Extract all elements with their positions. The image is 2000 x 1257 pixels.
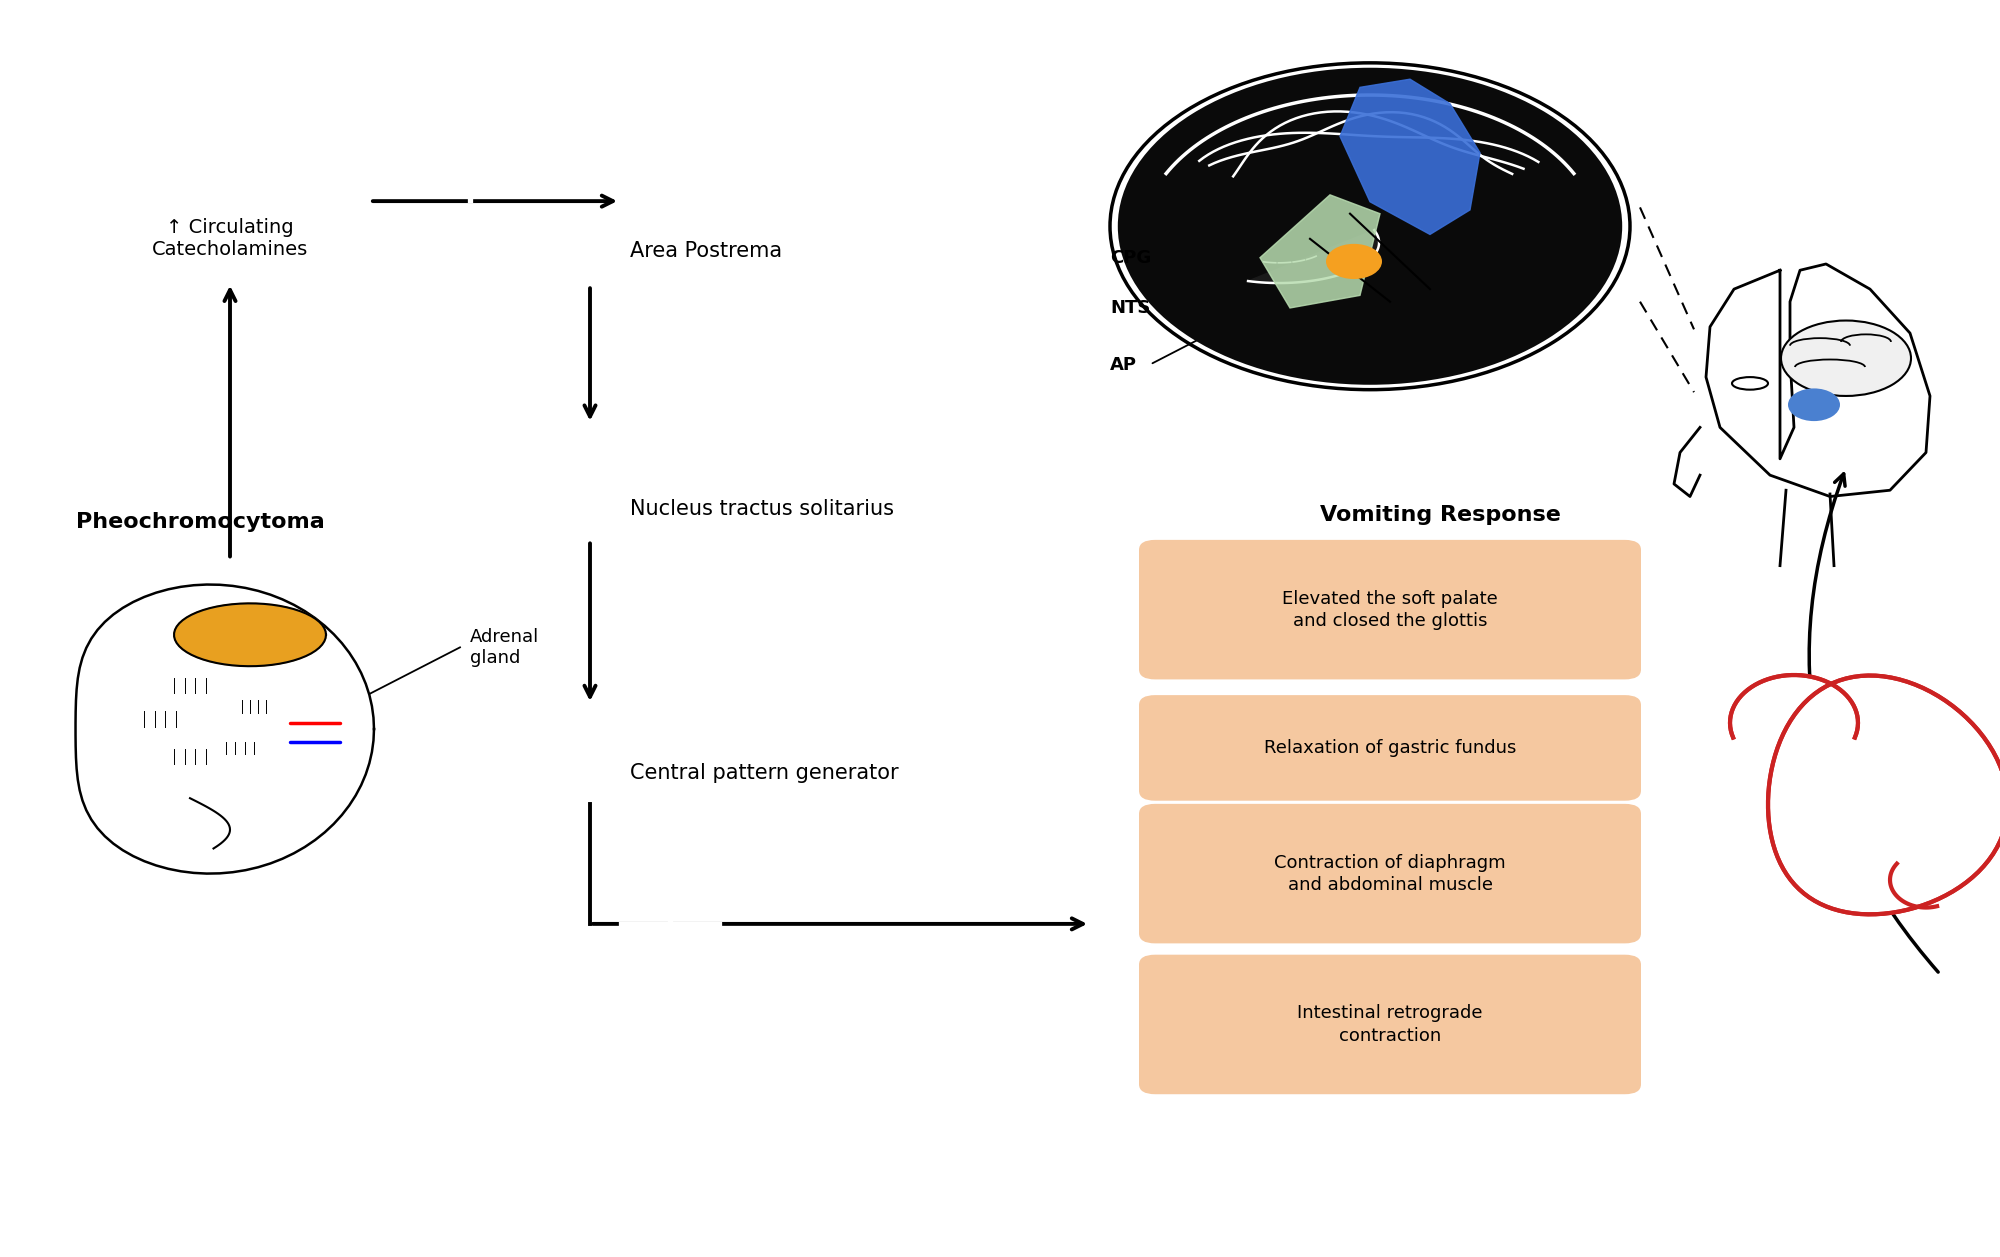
Circle shape — [1326, 244, 1382, 279]
Polygon shape — [1730, 675, 1858, 738]
Circle shape — [386, 117, 554, 222]
Ellipse shape — [1732, 377, 1768, 390]
Ellipse shape — [168, 674, 212, 696]
Circle shape — [226, 620, 274, 650]
Text: Elevated the soft palate
and closed the glottis: Elevated the soft palate and closed the … — [1282, 590, 1498, 630]
Ellipse shape — [1782, 321, 1912, 396]
Polygon shape — [1248, 230, 1380, 283]
Text: AP: AP — [1110, 356, 1136, 373]
Text: Nucleus tractus solitarius: Nucleus tractus solitarius — [630, 499, 894, 519]
FancyBboxPatch shape — [1138, 955, 1640, 1094]
Text: Vomiting Response: Vomiting Response — [1320, 505, 1560, 525]
Polygon shape — [76, 585, 374, 874]
Ellipse shape — [220, 738, 260, 758]
Text: Pheochromocytoma: Pheochromocytoma — [76, 512, 324, 532]
Text: Relaxation of gastric fundus: Relaxation of gastric fundus — [1264, 739, 1516, 757]
Text: Central pattern generator: Central pattern generator — [630, 763, 898, 783]
Text: Adrenal
gland: Adrenal gland — [470, 628, 540, 666]
Circle shape — [1110, 63, 1630, 390]
Polygon shape — [174, 603, 326, 666]
Text: Area Postrema: Area Postrema — [630, 241, 782, 261]
Text: ↑ Circulating
Catecholamines: ↑ Circulating Catecholamines — [152, 219, 308, 259]
Ellipse shape — [1790, 732, 1970, 897]
Ellipse shape — [236, 696, 272, 716]
Text: Contraction of diaphragm
and abdominal muscle: Contraction of diaphragm and abdominal m… — [1274, 854, 1506, 894]
Polygon shape — [1768, 675, 2000, 914]
Text: CPG: CPG — [1110, 249, 1152, 266]
FancyBboxPatch shape — [1138, 804, 1640, 943]
Text: NTS: NTS — [1110, 299, 1150, 317]
FancyBboxPatch shape — [1138, 541, 1640, 680]
Polygon shape — [1768, 675, 2000, 914]
Ellipse shape — [1742, 685, 1846, 760]
Circle shape — [386, 588, 554, 694]
FancyBboxPatch shape — [1138, 695, 1640, 801]
Circle shape — [1118, 68, 1622, 385]
Circle shape — [386, 331, 554, 436]
Ellipse shape — [168, 745, 212, 768]
Text: Intestinal retrograde
contraction: Intestinal retrograde contraction — [1298, 1004, 1482, 1045]
Polygon shape — [1340, 79, 1480, 235]
Polygon shape — [1260, 195, 1380, 308]
Circle shape — [586, 871, 754, 977]
Ellipse shape — [138, 708, 182, 730]
Circle shape — [1788, 388, 1840, 421]
Polygon shape — [1730, 675, 1858, 738]
